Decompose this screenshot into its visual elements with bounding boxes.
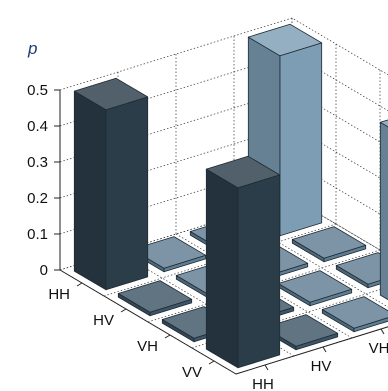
col-tick-label: HV [311,358,332,375]
z-tick-label: 0.5 [27,82,48,99]
row-tick-label: VH [137,338,158,355]
bar-top-face [321,296,388,329]
bar-top-face [131,236,207,269]
row-tick-mark [164,334,171,339]
col-axis-line [235,326,388,375]
z-tick-label: 0.1 [27,226,48,243]
label-layer: 00.10.20.30.40.5pHHHVVHVVHHHVVHVV [27,39,388,391]
bar-top-face [335,252,388,285]
z-axis-label: p [27,39,37,58]
z-tick-label: 0.2 [27,190,48,207]
bar-side-face [73,90,107,291]
col-tick-mark [264,364,269,371]
bar [205,155,281,369]
col-tick-mark [322,346,327,353]
grid-line [59,17,388,91]
bar-top-face [263,314,339,347]
floor-grid-line [233,215,388,308]
bar-top-face [247,23,323,57]
z-tick-label: 0.4 [27,118,48,135]
bar-top-face [277,270,353,303]
bar-front-face [237,174,281,369]
bar [277,270,353,307]
bar-top-face [379,119,388,128]
col-tick-label: HH [252,376,274,391]
bar-top-face [291,226,367,259]
col-tick-label: VH [369,340,388,357]
bar-side-face [205,168,239,369]
bar-front-face [279,42,323,237]
bar-top-face [205,155,281,189]
bar-front-face [353,317,388,333]
bar-front-face [105,96,149,291]
z-tick-label: 0 [40,262,48,279]
row-tick-label: HV [93,312,114,329]
row-tick-mark [120,308,127,313]
row-tick-mark [208,360,215,365]
bar-side-face [379,121,388,301]
z-tick-label: 0.3 [27,154,48,171]
bar-top-face [117,280,193,313]
bar [73,77,149,291]
bar [117,280,193,317]
row-tick-label: VV [182,364,202,381]
col-tick-mark [380,328,385,335]
bar [379,119,388,301]
bar [291,226,367,263]
row-axis-line [59,269,237,375]
bar-top-face [73,77,149,111]
bar-layer [73,23,388,369]
row-tick-mark [76,282,83,287]
row-tick-label: HH [48,286,70,303]
bar [321,296,388,333]
